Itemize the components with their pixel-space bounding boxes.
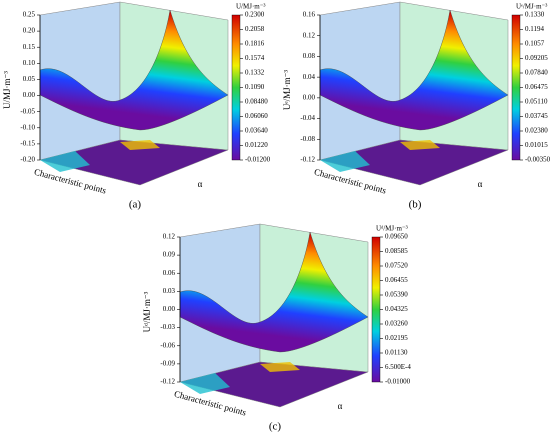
colorbar-tick-label: 0.08480 [245,98,268,106]
panel-label: (a) [129,199,142,211]
z-tick-label: 0.12 [163,233,176,241]
z-tick-label: 0.10 [23,59,36,67]
colorbar-tick-label: -0.003500 [525,156,550,164]
colorbar-tick-label: 0.03260 [385,320,408,328]
colorbar-tick-label: 0.1332 [245,69,265,77]
z-tick-label: -0.20 [20,156,35,164]
floor-contour [120,140,160,150]
colorbar-tick-label: 6.500E-4 [385,363,411,371]
z-axis-label: Uᵈ/MJ·m⁻³ [142,291,152,332]
colorbar-tick-label: 0.1194 [525,25,544,33]
z-tick-label: 0.05 [23,75,36,83]
colorbar-tick-label: 0.01220 [245,141,268,149]
z-axis-label: Uᵉ/MJ·m⁻³ [282,70,292,111]
colorbar-tick-label: 0.07520 [385,262,408,270]
colorbar [511,14,521,161]
colorbar-tick-label: 0.03745 [525,112,548,120]
z-tick-label: -0.03 [160,323,175,331]
colorbar-tick-label: 0.06475 [525,83,548,91]
z-tick-label: 0.04 [303,73,316,81]
colorbar-tick-label: 0.2058 [245,25,265,33]
z-tick-label: 0.15 [23,43,36,51]
colorbar-tick-label: 0.02380 [525,127,548,135]
colorbar-tick-label: 0.05390 [385,291,408,299]
colorbar-tick-label: 0.09650 [385,233,408,241]
colorbar-tick-label: 0.07840 [525,69,548,77]
colorbar-tick-label: 0.1330 [525,11,545,19]
z-tick-label: -0.09 [160,359,175,367]
floor [179,361,369,408]
floor-contour [40,151,90,172]
z-tick-label: 0.20 [23,27,36,35]
z-tick-label: 0.09 [163,251,176,259]
z-tick-label: 0.00 [23,91,36,99]
colorbar-tick-label: 0.09205 [525,54,548,62]
colorbar [231,14,241,161]
panel: 0.12 0.09 0.06 0.03 0.00 -0.03 -0.06 -0.09 -0.12… [142,223,411,433]
y-axis-label: α [198,179,203,189]
colorbar-tick-label: 0.1574 [245,54,265,62]
colorbar-tick-label: 0.1057 [525,40,545,48]
z-tick-label: 0.12 [303,31,316,39]
colorbar-tick-label: 0.01015 [525,141,548,149]
z-tick-label: -0.06 [160,341,175,349]
z-tick-label: 0.08 [303,52,316,60]
z-axis-label: U/MJ·m⁻³ [2,71,12,109]
colorbar-tick-label: 0.01130 [385,349,408,357]
colorbar-tick-label: 0.06455 [385,276,408,284]
z-tick-label: -0.05 [20,107,35,115]
z-tick-label: 0.00 [303,93,316,101]
y-axis-label: α [338,401,343,411]
colorbar-label: Uᵉ/MJ·m⁻³ [516,3,547,11]
colorbar-tick-label: 0.05110 [525,98,548,106]
floor-contour [320,151,370,172]
colorbar-tick-label: -0.01000 [385,378,411,386]
z-tick-label: -0.12 [300,156,315,164]
floor-contour [260,362,300,372]
colorbar-tick-label: 0.08585 [385,247,408,255]
colorbar-label: Uᵈ/MJ·m⁻³ [376,225,408,233]
floor [319,139,509,186]
z-tick-label: -0.15 [20,139,35,147]
z-tick-label: -0.04 [300,114,315,122]
colorbar-tick-label: 0.04325 [385,305,408,313]
z-tick-label: 0.16 [303,11,316,19]
colorbar-tick-label: 0.02195 [385,334,408,342]
colorbar-tick-label: -0.01200 [245,156,271,164]
z-tick-label: 0.06 [163,269,176,277]
colorbar-label: U/MJ·m⁻³ [236,3,266,11]
colorbar-tick-label: 0.06060 [245,112,268,120]
surface [319,9,509,131]
z-tick-label: 0.00 [163,305,176,313]
z-tick-label: 0.25 [23,11,36,19]
floor-contour [180,373,230,394]
z-tick-label: -0.08 [300,135,315,143]
floor [39,139,229,186]
colorbar [371,236,381,383]
z-tick-label: -0.10 [20,123,35,131]
z-tick-label: 0.03 [163,287,176,295]
panel-label: (b) [409,199,422,211]
colorbar-tick-label: 0.1090 [245,83,265,91]
surface [179,231,369,353]
colorbar-tick-label: 0.2300 [245,11,265,19]
colorbar-tick-label: 0.1816 [245,40,265,48]
y-axis-label: α [478,179,483,189]
surface [39,9,229,131]
floor-contour [400,140,440,150]
colorbar-tick-label: 0.03640 [245,127,268,135]
panel: 0.16 0.12 0.08 0.04 0.00 -0.04 -0.08 -0.12 Uᵉ/MJ… [282,1,550,211]
panel: 0.25 0.20 0.15 0.10 0.05 0.00 -0.05 -0.10 -0.15 -… [2,1,271,211]
panel-label: (c) [269,421,282,433]
z-tick-label: -0.12 [160,378,175,386]
